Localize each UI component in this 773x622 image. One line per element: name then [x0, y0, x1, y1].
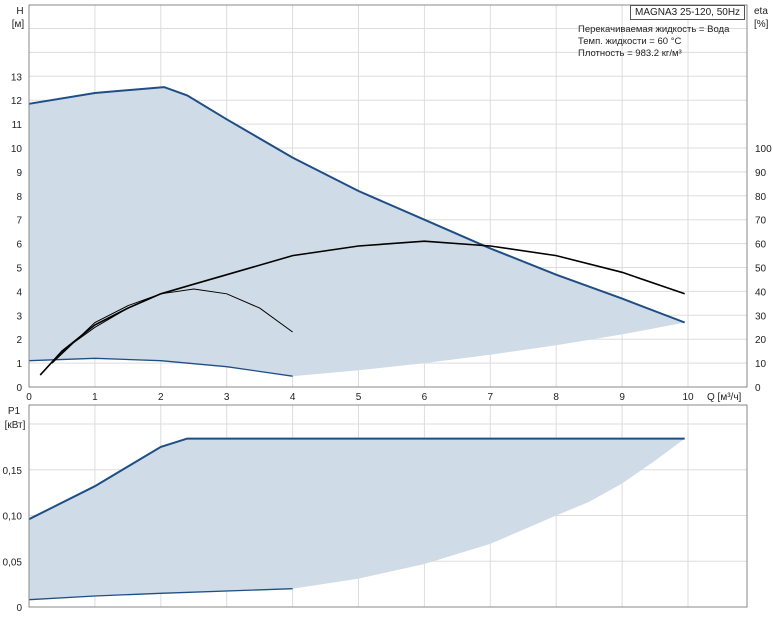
y2-tick-label: 50: [755, 264, 767, 275]
plot-frame-power: [28, 404, 748, 608]
y2-tick-label: 90: [755, 168, 767, 179]
x-tick-label: 4: [290, 392, 296, 403]
y2-tick-label: 0: [755, 383, 761, 394]
x-tick-label: 3: [224, 392, 230, 403]
y-tick-label: 0: [16, 383, 22, 394]
y-tick-label: 3: [16, 311, 22, 322]
head-curve-min: [28, 357, 293, 377]
efficiency-curve-min: [51, 288, 293, 364]
power-curve-max: [28, 437, 685, 521]
y2-tick-label: 20: [755, 335, 767, 346]
x-tick-label: 1: [92, 392, 98, 403]
y2-tick-label: 40: [755, 287, 767, 298]
x-tick-label: 5: [356, 392, 362, 403]
y-tick-label: 13: [11, 72, 23, 83]
y-tick-label: 2: [16, 335, 22, 346]
p1-axis-unit: [кВт]: [5, 420, 26, 431]
p1-tick-label: 0,15: [3, 466, 23, 477]
operating-area-head: [29, 87, 685, 377]
y-tick-label: 12: [11, 96, 23, 107]
y-tick-label: 5: [16, 264, 22, 275]
x-tick-label: 10: [682, 392, 694, 403]
p1-tick-label: 0: [16, 603, 22, 614]
p1-tick-label: 0,10: [3, 512, 23, 523]
y2-axis-unit: [%]: [754, 19, 769, 30]
y2-tick-label: 10: [755, 359, 767, 370]
density-annotation: Плотность = 983.2 кг/м³: [578, 48, 682, 59]
y-tick-label: 9: [16, 168, 22, 179]
head-curve-max: [28, 86, 686, 324]
plot-frame-head: [28, 4, 748, 388]
y2-tick-label: 60: [755, 240, 767, 251]
fluid-info: Перекачиваемая жидкость = Вода Темп. жид…: [578, 24, 729, 60]
x-tick-label: 6: [422, 392, 428, 403]
x-tick-label: 2: [158, 392, 164, 403]
y-tick-label: 6: [16, 240, 22, 251]
x-tick-label: 9: [619, 392, 625, 403]
p1-axis-label: P1: [8, 406, 21, 417]
y-tick-label: 4: [16, 287, 22, 298]
x-axis-label: Q [м³/ч]: [707, 392, 742, 403]
x-tick-label: 0: [26, 392, 32, 403]
chart-title: MAGNA3 25-120, 50Hz: [630, 5, 746, 20]
x-tick-label: 8: [553, 392, 559, 403]
efficiency-curve-max: [39, 240, 685, 376]
y2-tick-label: 30: [755, 311, 767, 322]
operating-area-power: [29, 438, 685, 600]
y-axis-unit: [м]: [12, 19, 25, 30]
y2-tick-label: 70: [755, 216, 767, 227]
y-tick-label: 1: [16, 359, 22, 370]
y-tick-label: 7: [16, 216, 22, 227]
fluid-annotation: Перекачиваемая жидкость = Вода: [578, 24, 730, 35]
efficiency-curve-mid: [51, 283, 194, 364]
power-curve-min: [28, 588, 293, 601]
y-tick-label: 11: [12, 120, 23, 131]
y2-tick-label: 80: [755, 192, 767, 203]
temperature-annotation: Темп. жидкости = 60 °C: [578, 36, 682, 47]
y-axis-label: H: [16, 6, 23, 17]
y-tick-label: 8: [16, 192, 22, 203]
y-tick-label: 10: [11, 144, 23, 155]
y2-tick-label: 100: [755, 144, 772, 155]
y2-axis-label: eta: [754, 6, 768, 17]
x-tick-label: 7: [488, 392, 494, 403]
p1-tick-label: 0,05: [3, 557, 23, 568]
